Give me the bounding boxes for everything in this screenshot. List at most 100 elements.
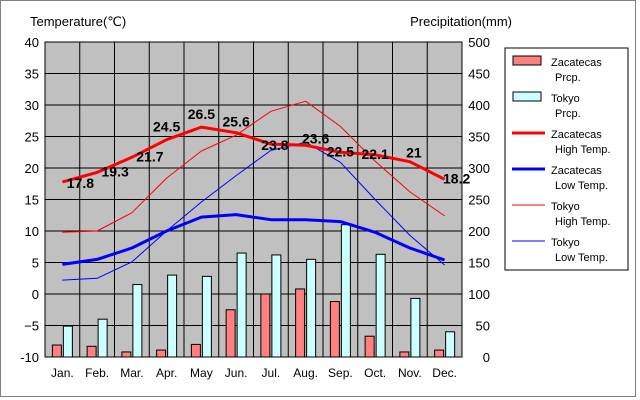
x-tick-label: Sep. [328,366,353,380]
high-temp-data-label: 21 [406,145,422,161]
x-tick-label: May [190,366,213,380]
right-axis-title: Precipitation(mm) [410,14,512,29]
legend-zacatecas-low-label: Zacatecas [551,165,602,177]
left-tick-label: 40 [25,35,39,50]
left-tick-label: 5 [32,256,39,271]
bar-tokyo-prcp [445,331,456,358]
high-temp-data-label: 17.8 [67,175,94,191]
legend-zacatecas-high-sublabel: High Temp. [555,144,610,156]
left-axis-ticks: -10 −5 0 5 10 15 20 25 30 35 40 [20,35,39,365]
right-axis-ticks: 0 50 100 150 200 250 300 350 400 450 500 [468,35,490,365]
right-tick-label: 150 [468,256,490,271]
bar-tokyo-prcp [271,254,282,358]
left-tick-label: -10 [20,350,39,365]
high-temp-data-label: 25.6 [223,114,250,130]
temperature-lines [62,100,446,281]
legend-box [504,47,629,271]
right-tick-label: 300 [468,161,490,176]
legend-tokyo-low-sublabel: Low Temp. [555,252,608,264]
bar-tokyo-prcp [62,325,73,358]
bar-tokyo-prcp [375,253,386,358]
right-tick-label: 250 [468,193,490,208]
bar-zacatecas-prcp [51,344,62,358]
zacatecas-high-temp-line [62,125,446,184]
legend-tokyo-prcp-swatch [512,91,542,102]
bar-zacatecas-prcp [295,288,306,358]
high-temp-data-label: 23.6 [302,130,329,146]
tokyo-low-temp-line [62,141,445,281]
x-tick-label: Feb. [85,366,109,380]
left-tick-label: 0 [32,287,39,302]
high-temp-data-label: 19.3 [102,163,129,179]
bar-tokyo-prcp [201,275,212,358]
bar-tokyo-prcp [306,258,317,358]
bar-zacatecas-prcp [434,349,445,358]
right-tick-label: 0 [483,350,490,365]
left-tick-label: 35 [25,67,39,82]
x-tick-label: Jan. [51,366,74,380]
high-temp-data-label: 22.5 [327,143,354,159]
left-tick-label: 15 [25,193,39,208]
legend-zacatecas-prcp-swatch [512,55,542,66]
legend-tokyo-low-label: Tokyo [551,237,580,249]
high-temp-data-label: 21.7 [136,148,163,164]
bar-tokyo-prcp [97,318,108,358]
right-tick-label: 400 [468,98,490,113]
bar-zacatecas-prcp [364,335,375,358]
right-tick-label: 350 [468,130,490,145]
legend-tokyo-high-label: Tokyo [551,201,580,213]
left-tick-label: 25 [25,130,39,145]
x-axis-labels: Jan. Feb. Mar. Apr. May Jun. Jul. Aug. Sep. Oct. N… [51,366,457,380]
right-tick-label: 50 [476,319,490,334]
high-temp-data-label: 18.2 [443,170,470,186]
gridlines [45,42,462,357]
right-tick-label: 100 [468,287,490,302]
legend: Zacatecas Prcp. Tokyo Prcp. Zacatecas High Te… [504,47,629,271]
high-temp-data-label: 22.1 [362,146,389,162]
bar-tokyo-prcp [410,297,421,358]
bar-zacatecas-prcp [156,349,167,358]
left-tick-label: 20 [25,161,39,176]
bar-zacatecas-prcp [190,343,201,358]
bar-tokyo-prcp [167,274,178,358]
left-tick-label: 10 [25,224,39,239]
legend-zacatecas-prcp-sublabel: Prcp. [555,72,581,84]
bar-tokyo-prcp [132,284,143,358]
bar-zacatecas-prcp [225,309,236,358]
left-tick-label: −5 [24,319,39,334]
x-tick-label: Oct. [364,366,386,380]
plot-border [44,41,463,358]
x-tick-label: Jun. [225,366,248,380]
legend-tokyo-prcp-label: Tokyo [551,93,580,105]
bar-zacatecas-prcp [121,351,132,358]
legend-zacatecas-high-label: Zacatecas [551,129,602,141]
high-temp-data-label: 24.5 [153,119,180,135]
left-tick-label: 30 [25,98,39,113]
legend-tokyo-prcp-sublabel: Prcp. [555,108,581,120]
tokyo-high-temp-line [62,100,445,233]
bar-zacatecas-prcp [329,301,340,358]
bar-tokyo-prcp [340,224,351,358]
x-tick-label: Apr. [156,366,177,380]
x-tick-label: Mar. [120,366,143,380]
x-tick-label: Nov. [398,366,422,380]
x-tick-label: Aug. [293,366,318,380]
x-tick-label: Dec. [432,366,457,380]
legend-zacatecas-prcp-label: Zacatecas [551,57,602,69]
legend-zacatecas-low-sublabel: Low Temp. [555,180,608,192]
legend-tokyo-high-sublabel: High Temp. [555,216,610,228]
right-tick-label: 500 [468,35,490,50]
right-tick-label: 200 [468,224,490,239]
x-tick-label: Jul. [262,366,281,380]
left-axis-title: Temperature(℃) [30,14,126,29]
zacatecas-low-temp-line [62,213,446,266]
high-temp-data-label: 26.5 [188,106,215,122]
bar-zacatecas-prcp [399,351,410,358]
high-temp-data-label: 23.8 [261,137,288,153]
bar-zacatecas-prcp [260,293,271,358]
high-temp-data-labels: 17.8 19.3 21.7 24.5 26.5 25.6 23.8 23.622.5 22.1… [67,106,471,191]
bar-zacatecas-prcp [86,345,97,358]
right-tick-label: 450 [468,67,490,82]
bar-tokyo-prcp [236,252,247,358]
